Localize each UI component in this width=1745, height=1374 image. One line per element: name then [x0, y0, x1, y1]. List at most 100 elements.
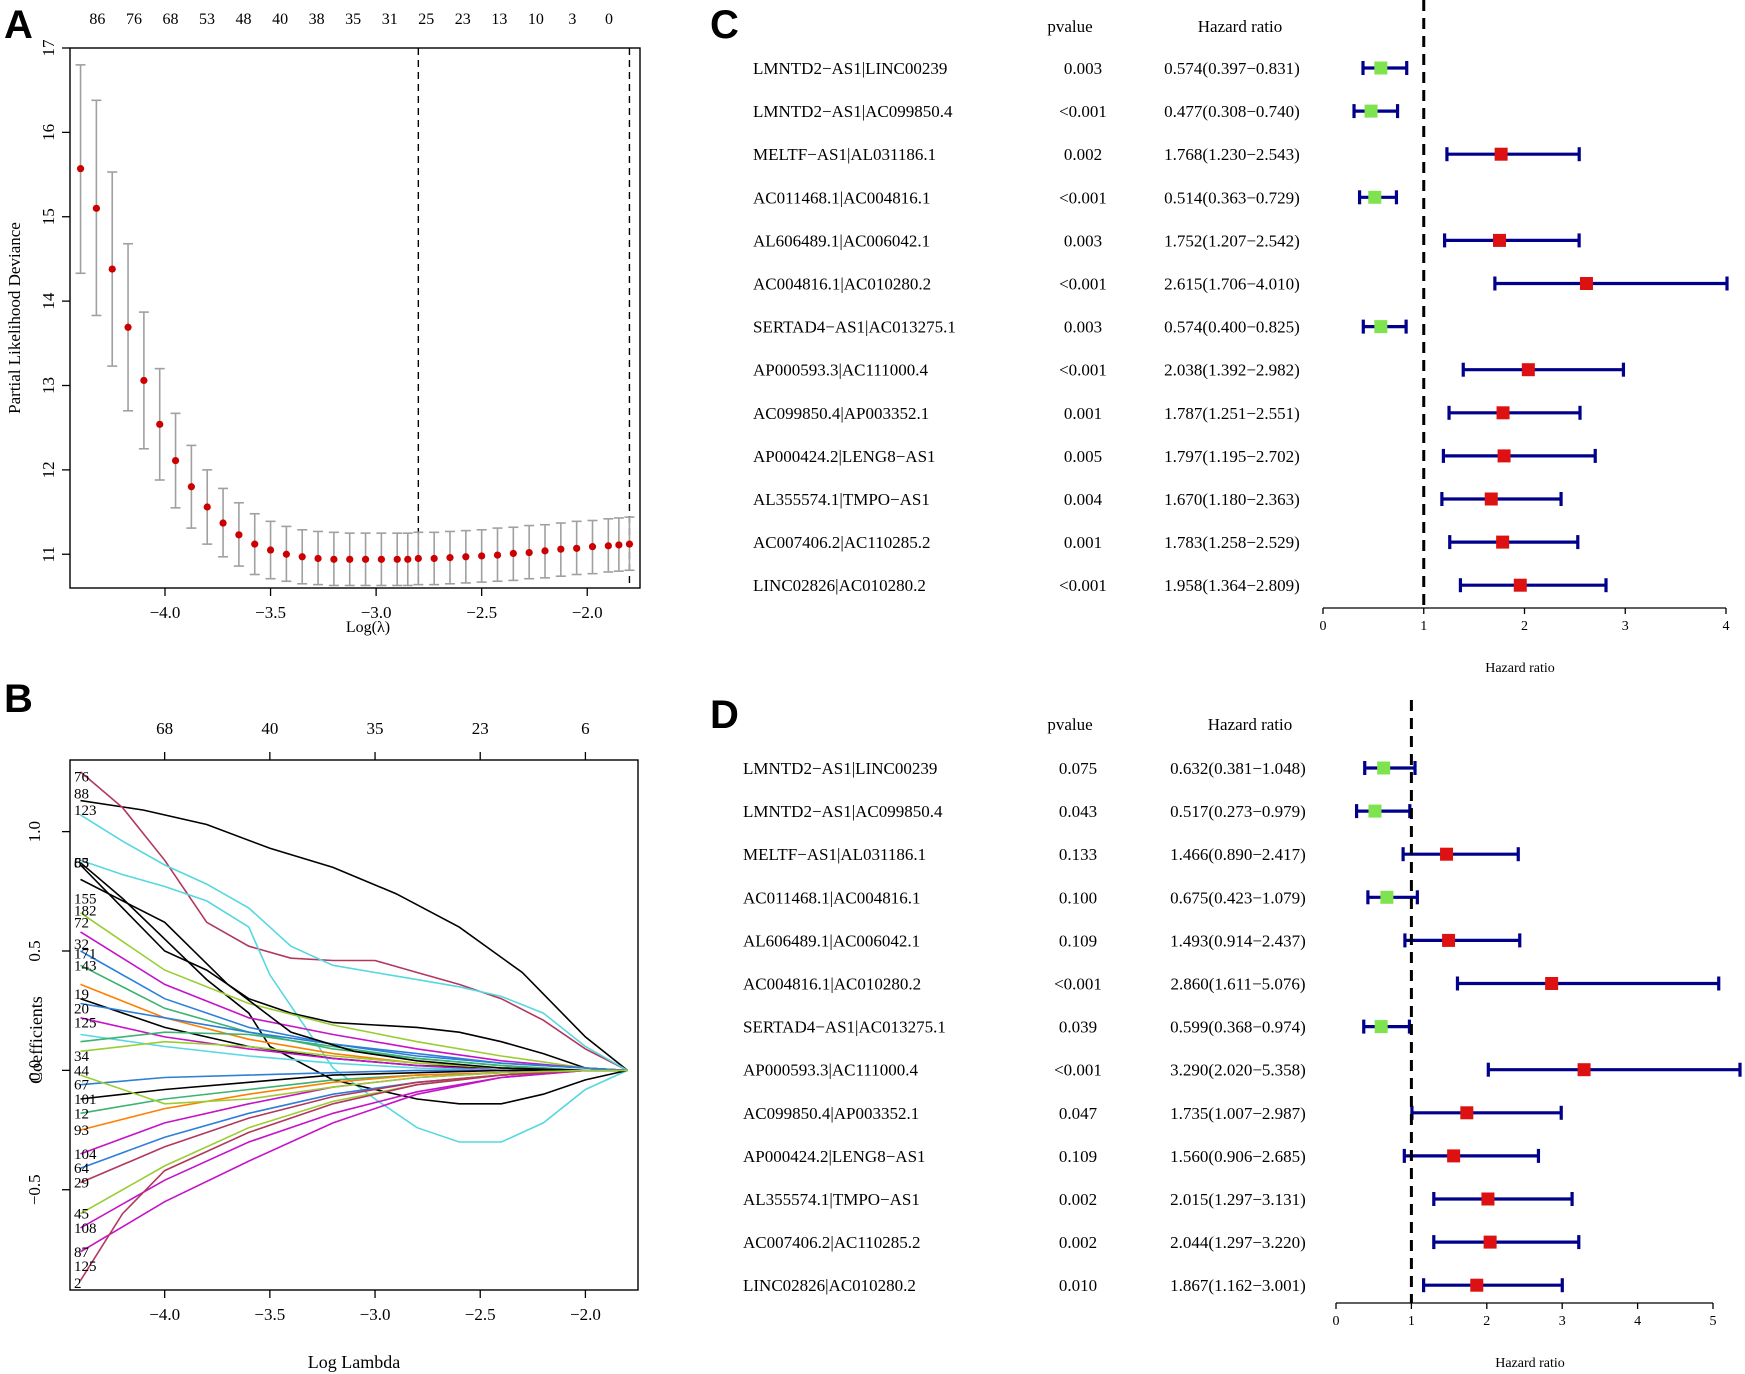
forest-point-risk	[1579, 277, 1593, 290]
forest-row-name: AP000593.3|AC111000.4	[753, 361, 928, 380]
forest-row-pvalue: <0.001	[1059, 102, 1107, 121]
forest-row-pvalue: <0.001	[1059, 275, 1107, 294]
a-data-point	[266, 546, 275, 554]
a-data-point	[509, 549, 517, 558]
forest-row-hr-text: 1.768(1.230−2.543)	[1164, 145, 1300, 164]
forest-x-tick-label: 3	[1622, 619, 1629, 634]
forest-row-pvalue: 0.047	[1059, 1104, 1098, 1123]
a-data-point	[525, 548, 533, 557]
forest-row-name: SERTAD4−AS1|AC013275.1	[753, 318, 956, 337]
panel-a-cv-plot: 11 12 13 14 15 16 17 −4.0 −3.5 −3.0 −2.5 −2.0 86 76 68…	[5, 11, 641, 636]
forest-row-name: AP000593.3|AC111000.4	[743, 1061, 918, 1080]
b-path-label: 171	[74, 946, 97, 962]
forest-point-risk	[1440, 847, 1454, 861]
a-data-point	[108, 265, 116, 273]
b-path-label: 108	[74, 1221, 97, 1237]
panel-a-xlabel: Log(λ)	[346, 619, 390, 636]
a-top-label: 53	[199, 11, 215, 28]
forest-point-protective	[1377, 761, 1391, 775]
b-path-label: 101	[74, 1092, 97, 1108]
forest-row-hr-text: 1.787(1.251−2.551)	[1164, 404, 1300, 423]
forest-x-tick-label: 2	[1521, 619, 1528, 634]
a-data-point	[446, 554, 454, 562]
a-data-point	[330, 555, 338, 563]
forest-row-hr-text: 2.615(1.706−4.010)	[1164, 275, 1300, 294]
a-data-point	[361, 555, 370, 563]
a-data-point	[346, 555, 354, 563]
forest-row-pvalue: <0.001	[1059, 361, 1107, 380]
forest-row-hr-text: 1.752(1.207−2.542)	[1164, 231, 1300, 250]
b-top-label: 35	[367, 719, 384, 738]
a-data-point	[76, 165, 85, 173]
forest-row-hr-text: 1.797(1.195−2.702)	[1164, 447, 1300, 466]
b-path-label: 125	[74, 1016, 97, 1032]
panel-b-lasso-paths: −0.5 0.0 0.5 1.0 −4.0 −3.5 −3.0 −2.5 −2.0 68 40 35 2…	[25, 719, 639, 1372]
b-top-label: 40	[261, 719, 278, 738]
a-top-label: 86	[89, 11, 105, 28]
a-x-tick-label: −2.5	[466, 603, 497, 622]
forest-x-tick-label: 0	[1320, 619, 1327, 634]
forest-row-name: SERTAD4−AS1|AC013275.1	[743, 1018, 946, 1037]
forest-row-pvalue: 0.003	[1064, 318, 1102, 337]
b-path-label: 104	[74, 1147, 97, 1163]
a-data-point	[219, 519, 227, 527]
forest-row-hr-text: 3.290(2.020−5.358)	[1170, 1061, 1306, 1080]
a-top-label: 31	[382, 11, 398, 28]
a-y-tick-label: 13	[39, 377, 58, 394]
forest-row-hr-text: 1.560(0.906−2.685)	[1170, 1147, 1306, 1166]
b-path-label: 76	[74, 770, 90, 786]
forest-row-pvalue: 0.001	[1064, 533, 1102, 552]
forest-row-pvalue: 0.004	[1064, 490, 1103, 509]
a-data-point	[573, 544, 581, 552]
forest-row-hr-text: 0.574(0.400−0.825)	[1164, 318, 1300, 337]
forest-row-name: LMNTD2−AS1|AC099850.4	[753, 102, 953, 121]
b-path-label: 2	[74, 1276, 82, 1292]
b-path-label: 88	[74, 786, 89, 802]
a-data-point	[187, 483, 195, 491]
forest-row-hr-text: 1.867(1.162−3.001)	[1170, 1276, 1306, 1295]
forest-point-protective	[1364, 104, 1378, 118]
panel-b-plot-frame	[69, 759, 639, 1291]
forest-row-name: AC099850.4|AP003352.1	[753, 404, 929, 423]
forest-row-hr-text: 0.514(0.363−0.729)	[1164, 188, 1300, 207]
a-data-point	[140, 376, 148, 385]
forest-row-hr-text: 1.735(1.007−2.987)	[1170, 1104, 1306, 1123]
a-data-point	[298, 553, 306, 561]
b-path-label: 34	[74, 1049, 90, 1065]
a-y-tick-label: 17	[39, 39, 58, 57]
forest-row-hr-text: 1.493(0.914−2.437)	[1170, 931, 1306, 950]
b-y-tick-label: −0.5	[25, 1174, 44, 1205]
forest-row-name: AC004816.1|AC010280.2	[743, 975, 921, 994]
panel-letter-b: B	[4, 677, 33, 721]
a-data-point	[314, 554, 322, 563]
b-path-label: 19	[74, 987, 89, 1003]
forest-row-hr-text: 0.632(0.381−1.048)	[1170, 759, 1306, 778]
forest-point-protective	[1368, 804, 1382, 818]
forest-row-hr-text: 2.044(1.297−3.220)	[1170, 1233, 1306, 1252]
forest-row-hr-text: 0.517(0.273−0.979)	[1170, 802, 1306, 821]
forest-row-pvalue: 0.002	[1064, 145, 1102, 164]
a-data-point	[414, 554, 422, 563]
a-top-label: 0	[605, 11, 613, 28]
a-data-point	[171, 456, 180, 465]
forest-point-risk	[1493, 233, 1507, 247]
forest-row-pvalue: <0.001	[1059, 576, 1107, 595]
forest-row-pvalue: 0.002	[1059, 1190, 1097, 1209]
forest-row-name: LINC02826|AC010280.2	[753, 576, 926, 595]
forest-point-risk	[1483, 1235, 1497, 1249]
forest-row-name: LMNTD2−AS1|LINC00239	[743, 759, 937, 778]
panel-a-ylabel: Partial Likelihood Deviance	[5, 222, 24, 414]
forest-x-tick-label: 5	[1710, 1314, 1717, 1329]
b-path-label: 12	[74, 1106, 89, 1122]
b-path-label: 83	[74, 856, 89, 872]
forest-row-pvalue: 0.109	[1059, 931, 1097, 950]
forest-row-name: AL606489.1|AC006042.1	[753, 231, 930, 250]
a-data-point	[203, 503, 211, 511]
forest-row-hr-text: 0.477(0.308−0.740)	[1164, 102, 1300, 121]
a-y-tick-label: 14	[39, 292, 58, 310]
a-data-point	[377, 555, 385, 563]
forest-point-risk	[1481, 1192, 1495, 1206]
a-data-point	[404, 555, 412, 563]
a-top-label: 40	[272, 11, 288, 28]
